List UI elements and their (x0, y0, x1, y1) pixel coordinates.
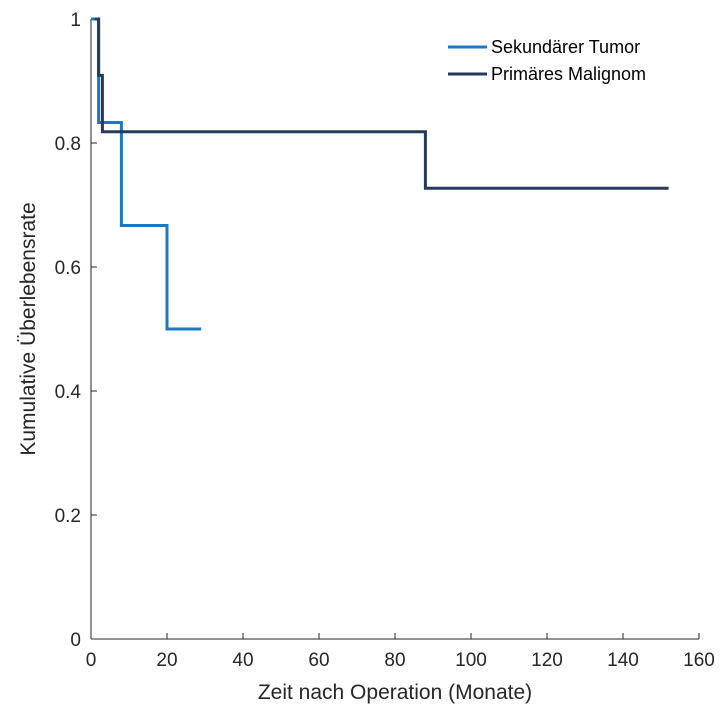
x-tick-label: 80 (384, 650, 405, 671)
series-lines (91, 17, 669, 331)
y-tick-label: 0.4 (55, 382, 82, 403)
x-tick-label: 20 (156, 650, 177, 671)
y-tick-label: 0.6 (55, 258, 81, 279)
series-line-1 (91, 17, 202, 331)
y-tick-label: 1 (70, 10, 81, 31)
legend-label-1: Sekundärer Tumor (491, 37, 640, 57)
x-tick-label: 0 (86, 650, 97, 671)
series-line-2 (94, 17, 669, 190)
x-tick-label: 60 (308, 650, 329, 671)
x-tick-label: 160 (683, 650, 715, 671)
x-tick-label: 140 (607, 650, 639, 671)
y-tick-label: 0.8 (55, 134, 81, 155)
legend-label-2: Primäres Malignom (491, 64, 646, 84)
legend: Sekundärer Tumor Primäres Malignom (448, 37, 646, 84)
x-axis-label: Zeit nach Operation (Monate) (258, 681, 532, 704)
y-tick-label: 0.2 (55, 506, 81, 527)
x-tick-label: 120 (531, 650, 563, 671)
x-tick-label: 100 (455, 650, 487, 671)
y-tick-label: 0 (70, 630, 81, 651)
x-tick-label: 40 (232, 650, 253, 671)
axes: 0 20 40 60 80 100 120 140 160 0 0.2 0.4 0.6 0.8 1 (55, 10, 715, 671)
y-axis-label: Kumulative Überlebensrate (17, 202, 40, 455)
